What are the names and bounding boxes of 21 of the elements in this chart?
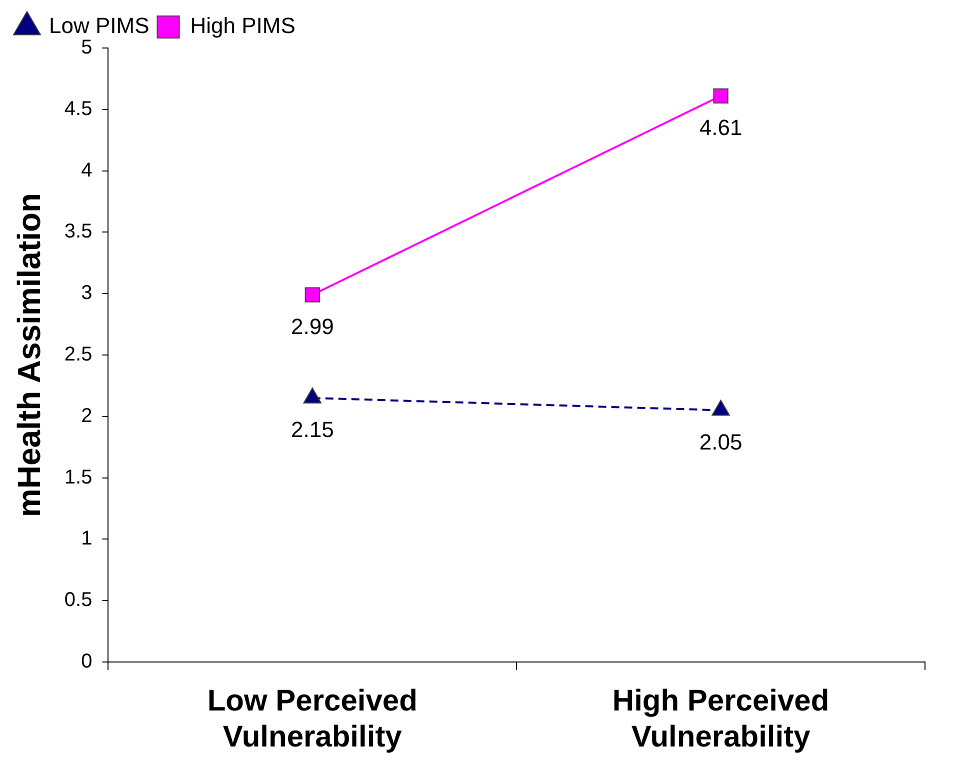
data-label: 4.61: [699, 114, 742, 140]
y-tick-label: 0.5: [64, 589, 92, 612]
y-tick-label: 3.5: [64, 220, 92, 243]
y-tick-label: 5: [81, 36, 92, 59]
x-tick-label: High Perceived Vulnerability: [612, 684, 830, 754]
y-axis-title: mHealth Assimilation: [11, 192, 48, 518]
legend-label: Low PIMS: [49, 13, 150, 38]
y-tick-label: 4: [81, 159, 92, 182]
point: [713, 88, 728, 104]
y-tick-label: 4.5: [64, 98, 92, 120]
y-tick-label: 1.5: [64, 466, 92, 488]
x-tick-label: Low Perceived Vulnerability: [207, 684, 418, 754]
y-tick-label: 0: [81, 650, 92, 673]
data-label: 2.05: [699, 429, 742, 454]
data-label: 2.15: [290, 417, 334, 442]
y-tick-label: 2: [81, 404, 92, 427]
y-tick-label: 3: [81, 282, 92, 304]
data-label: 2.99: [290, 314, 334, 339]
y-tick-label: 1: [81, 528, 92, 550]
legend-label: High PIMS: [190, 13, 296, 38]
y-tick-label: 2.5: [64, 344, 92, 366]
